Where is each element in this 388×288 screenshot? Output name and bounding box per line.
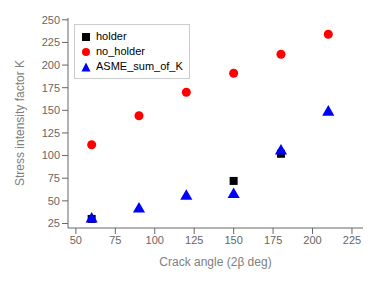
- svg-text:200: 200: [42, 59, 60, 71]
- svg-text:75: 75: [48, 172, 60, 184]
- svg-text:175: 175: [264, 234, 282, 246]
- svg-text:200: 200: [303, 234, 321, 246]
- svg-text:150: 150: [224, 234, 242, 246]
- svg-text:Crack angle (2β deg): Crack angle (2β deg): [159, 255, 271, 269]
- svg-text:75: 75: [109, 234, 121, 246]
- html-text:holder: holder: [96, 30, 127, 42]
- svg-text:250: 250: [42, 14, 60, 26]
- svg-text:125: 125: [185, 234, 203, 246]
- html-text:no_holder: no_holder: [96, 45, 145, 57]
- svg-text:150: 150: [42, 104, 60, 116]
- svg-text:175: 175: [42, 82, 60, 94]
- svg-text:50: 50: [70, 234, 82, 246]
- svg-text:Stress intensity factor K: Stress intensity factor K: [13, 60, 27, 186]
- svg-text:100: 100: [146, 234, 164, 246]
- svg-text:225: 225: [42, 36, 60, 48]
- html-text:ASME_sum_of_K: ASME_sum_of_K: [96, 60, 183, 72]
- svg-text:225: 225: [343, 234, 361, 246]
- svg-text:50: 50: [48, 195, 60, 207]
- svg-text:125: 125: [42, 127, 60, 139]
- svg-text:100: 100: [42, 149, 60, 161]
- svg-text:25: 25: [48, 217, 60, 229]
